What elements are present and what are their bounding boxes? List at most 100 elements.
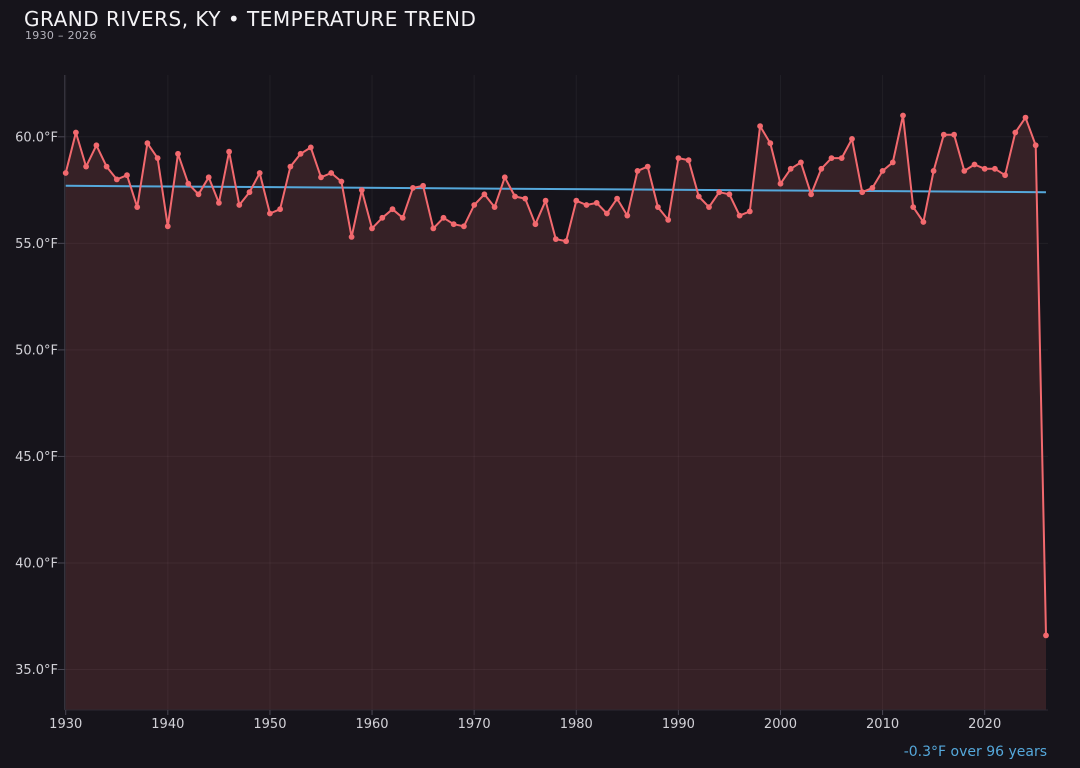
data-point <box>420 182 426 189</box>
data-point <box>103 163 110 170</box>
data-point <box>83 163 89 170</box>
data-point <box>1032 142 1039 149</box>
data-point <box>808 191 814 198</box>
data-point <box>542 197 549 204</box>
x-tick-label: 1970 <box>458 717 491 732</box>
data-point <box>62 170 69 176</box>
data-point <box>971 161 978 168</box>
x-tick-label: 1940 <box>151 717 184 732</box>
data-point <box>532 221 539 228</box>
data-point <box>512 193 518 200</box>
data-point <box>471 202 478 208</box>
x-tick-label: 1960 <box>355 717 388 732</box>
chart-title: GRAND RIVERS, KY • TEMPERATURE TREND <box>24 7 477 31</box>
data-point <box>859 189 866 196</box>
data-point <box>757 123 763 129</box>
data-point <box>481 191 488 198</box>
x-tick-label: 2000 <box>764 717 797 732</box>
data-point <box>828 155 835 162</box>
chart-subtitle: 1930 – 2026 <box>25 29 97 42</box>
data-point <box>695 193 702 200</box>
data-point <box>267 210 273 217</box>
data-point <box>338 178 345 185</box>
data-point <box>726 191 733 198</box>
data-point <box>593 200 600 206</box>
data-point <box>73 129 79 136</box>
data-point <box>410 185 416 191</box>
data-point <box>777 180 784 187</box>
x-tick-label: 2020 <box>968 717 1001 732</box>
data-point <box>164 223 171 230</box>
data-point <box>675 155 682 162</box>
data-point <box>951 131 957 138</box>
data-point <box>1043 632 1049 639</box>
area-fill <box>65 115 1046 710</box>
data-point <box>389 206 396 213</box>
data-point <box>1002 172 1008 179</box>
x-tick-label: 1950 <box>253 717 286 732</box>
data-point <box>216 200 222 206</box>
data-point <box>236 202 243 208</box>
data-point <box>614 195 620 202</box>
data-point <box>624 212 631 219</box>
data-point <box>604 210 610 217</box>
data-point <box>849 136 855 142</box>
data-point <box>379 214 386 221</box>
y-tick-label: 60.0°F <box>15 130 58 145</box>
data-point <box>1012 129 1019 136</box>
data-point <box>798 159 804 166</box>
data-point <box>634 168 641 174</box>
data-point <box>348 234 355 240</box>
data-point <box>440 214 447 221</box>
y-tick-label: 35.0°F <box>15 663 58 678</box>
data-point <box>318 174 324 181</box>
data-point <box>940 131 947 138</box>
trend-line <box>65 184 1046 194</box>
data-point <box>175 150 181 157</box>
data-point <box>358 187 365 194</box>
data-point <box>328 170 335 176</box>
data-point <box>665 217 672 223</box>
data-point <box>144 140 151 147</box>
data-point <box>205 174 212 181</box>
data-point <box>787 165 794 172</box>
trend-annotation-label: -0.3°F over 96 years <box>903 744 1047 760</box>
data-point <box>736 212 743 219</box>
data-point <box>522 195 529 202</box>
data-point <box>124 172 130 179</box>
data-point <box>889 159 896 166</box>
data-point <box>981 165 988 172</box>
data-point <box>491 204 498 211</box>
x-tick-label: 1980 <box>560 717 593 732</box>
data-point <box>818 165 825 172</box>
y-tick-label: 50.0°F <box>15 343 58 358</box>
data-point <box>563 238 569 245</box>
data-point <box>706 204 712 211</box>
data-point <box>838 155 845 162</box>
data-point <box>369 225 375 232</box>
x-tick-label: 1930 <box>49 717 82 732</box>
data-point <box>277 206 283 213</box>
data-point <box>869 185 876 191</box>
data-point <box>655 204 661 211</box>
data-point <box>910 204 917 211</box>
x-tick-label: 2010 <box>866 717 899 732</box>
data-point <box>573 197 580 204</box>
data-point <box>992 165 998 172</box>
data-point <box>185 180 192 187</box>
data-point <box>552 236 559 243</box>
y-tick-label: 45.0°F <box>15 450 58 465</box>
data-point <box>154 155 161 162</box>
data-point <box>399 214 406 221</box>
data-point <box>644 163 651 170</box>
data-point <box>767 140 774 147</box>
data-point <box>461 223 467 230</box>
data-point <box>430 225 437 232</box>
data-point <box>297 150 304 157</box>
data-point <box>746 208 753 215</box>
data-point <box>920 219 927 225</box>
y-tick-label: 55.0°F <box>15 237 58 252</box>
data-point <box>307 144 314 151</box>
